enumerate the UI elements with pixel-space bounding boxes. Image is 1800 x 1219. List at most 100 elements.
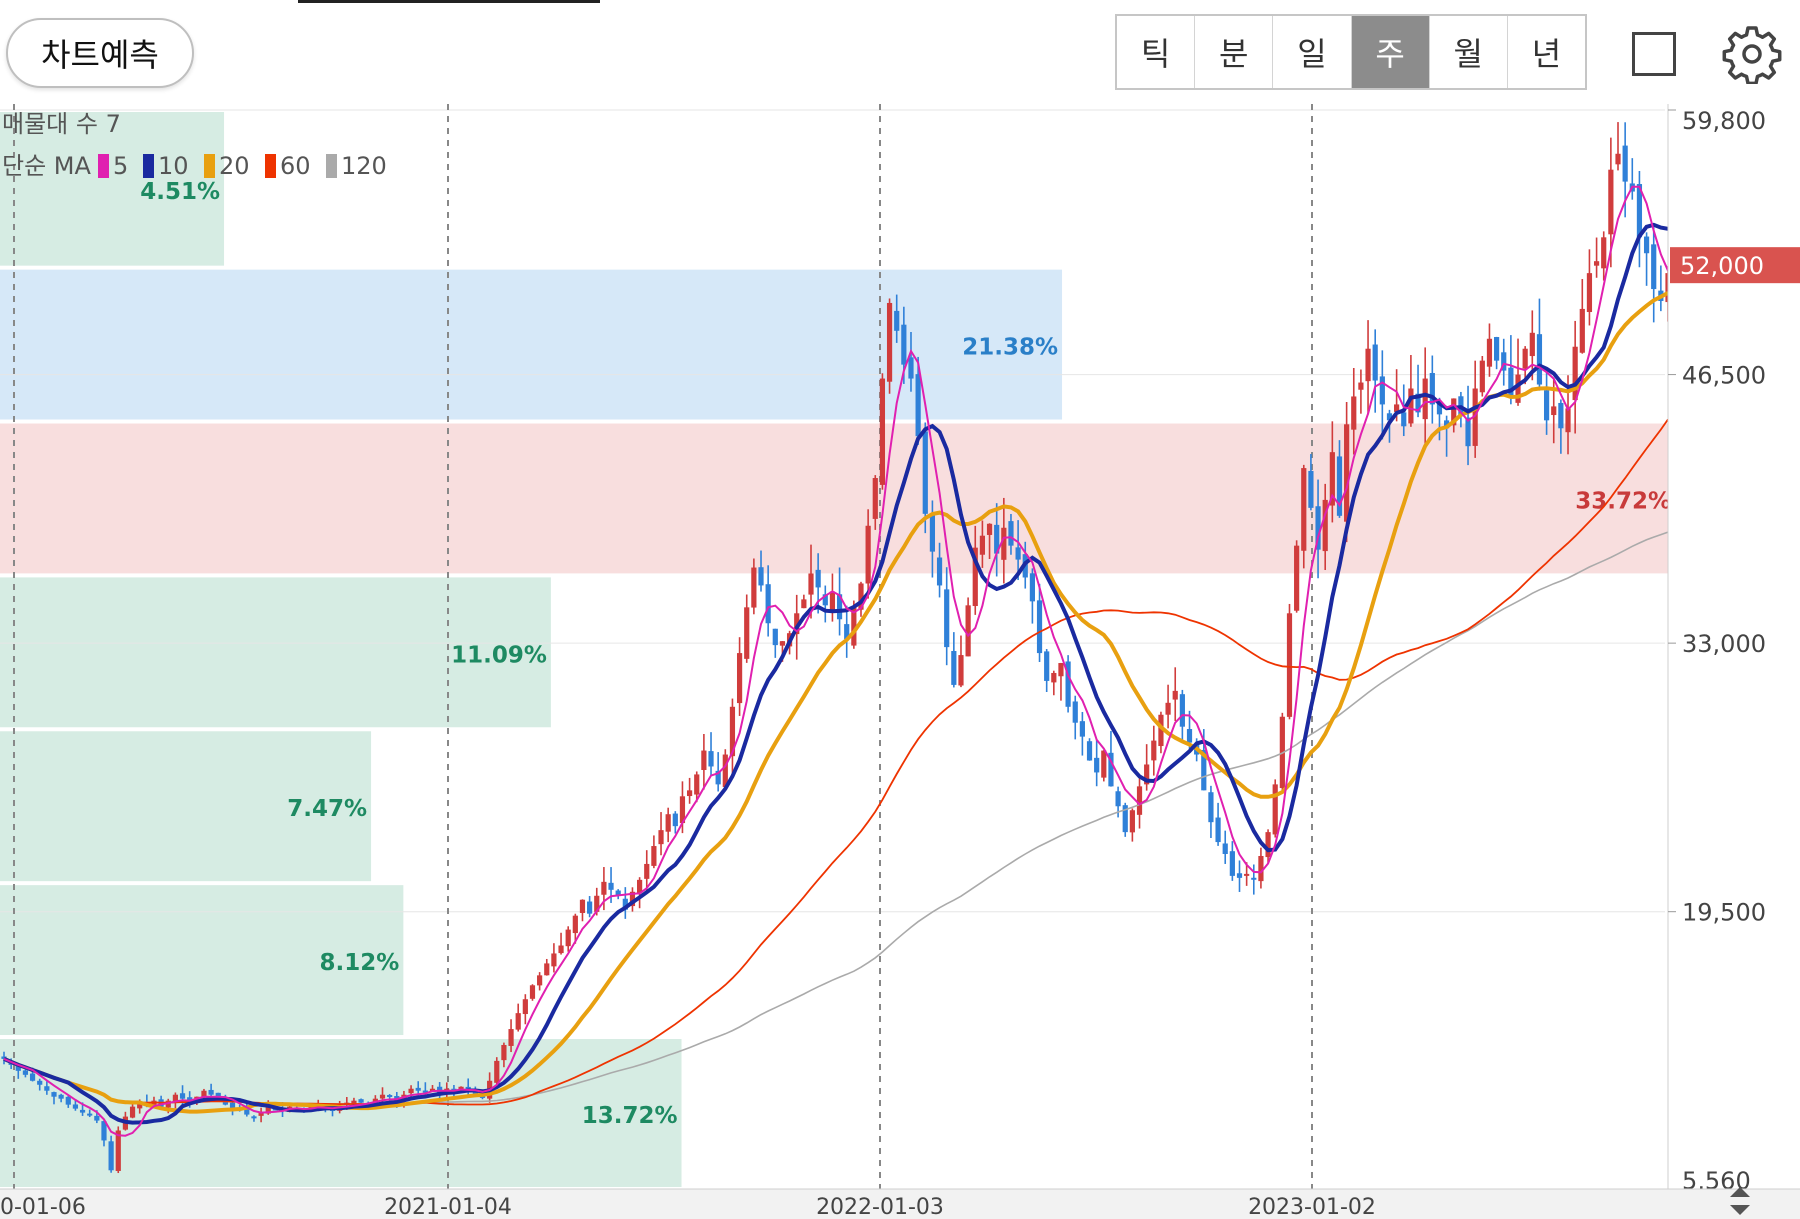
candle-body (1415, 393, 1421, 413)
candle-body (1643, 236, 1650, 254)
stock-chart[interactable]: 4.51%21.38%33.72%11.09%7.47%8.12%13.72% … (0, 104, 1800, 1219)
candle-body (1586, 273, 1593, 313)
candle-body (422, 1090, 428, 1093)
x-axis-panel (0, 1189, 1800, 1219)
candle-body (1144, 764, 1150, 785)
candle-body (1372, 344, 1378, 381)
candle-body (87, 1113, 93, 1116)
candle-body (965, 605, 971, 657)
volume-profile-label: 7.47% (287, 796, 367, 822)
candle-body (201, 1090, 207, 1098)
candle-body (1565, 408, 1571, 433)
candle-body (944, 589, 950, 648)
candle-body (1115, 791, 1121, 807)
fullscreen-square-icon[interactable] (1632, 32, 1676, 76)
candle-body (587, 901, 593, 914)
candle-body (594, 895, 600, 912)
ma-legend-swatch (204, 154, 215, 178)
candle-body (1286, 613, 1293, 717)
candle-body (529, 985, 536, 999)
tab-month[interactable]: 월 (1430, 16, 1508, 88)
candle-body (1579, 308, 1585, 353)
candle-body (1229, 851, 1235, 876)
candle-body (15, 1064, 21, 1071)
candle-body (1444, 420, 1450, 429)
candle-body (836, 594, 843, 620)
scroll-handle-icon[interactable] (1730, 1187, 1750, 1215)
candle-body (1608, 169, 1614, 235)
candle-body (844, 624, 850, 640)
candle-body (22, 1070, 29, 1075)
period-tabs: 틱 분 일 주 월 년 (1115, 14, 1587, 90)
candle-body (986, 523, 993, 535)
volume-profile-bar (0, 885, 404, 1036)
candle-body (1008, 521, 1014, 546)
candle-body (1172, 690, 1178, 700)
ma-legend-label: 120 (341, 152, 387, 180)
candle-body (1529, 332, 1535, 357)
candle-body (744, 607, 750, 659)
tab-tick[interactable]: 틱 (1117, 16, 1196, 88)
candle-body (101, 1121, 107, 1141)
candle-body (679, 796, 686, 824)
volume-profile-bar (0, 577, 551, 728)
candle-body (915, 374, 921, 437)
ma-legend-swatch (265, 154, 276, 178)
candle-body (858, 583, 864, 610)
candle-body (1001, 527, 1007, 560)
x-axis-label: 2023-01-02 (1248, 1195, 1376, 1219)
candle-body (251, 1116, 257, 1119)
candle-body (1101, 750, 1107, 778)
candle-body (108, 1141, 114, 1171)
tab-day[interactable]: 일 (1273, 16, 1352, 88)
candle-body (229, 1102, 236, 1109)
ma-legend-label: 5 (113, 152, 128, 180)
candle-body (1044, 651, 1050, 681)
gear-icon[interactable] (1722, 24, 1782, 86)
candle-body (651, 846, 657, 866)
candle-body (508, 1029, 514, 1046)
candle-body (1472, 388, 1478, 446)
candle-body (265, 1106, 271, 1114)
candle-body (865, 525, 871, 584)
candle-body (1094, 757, 1100, 773)
candle-body (779, 641, 786, 646)
candle-body (1344, 424, 1350, 522)
chart-predict-button[interactable]: 차트예측 (6, 18, 194, 88)
ma-legend-swatch (98, 154, 109, 178)
candle-body (1479, 360, 1485, 393)
candle-body (736, 653, 743, 704)
tab-minute[interactable]: 분 (1195, 16, 1274, 88)
candle-body (1251, 877, 1257, 880)
candle-body (658, 830, 664, 845)
candle-body (1651, 244, 1657, 290)
candle-body (1179, 694, 1185, 727)
candle-body (1401, 412, 1407, 427)
candle-body (851, 607, 857, 646)
candle-body (894, 310, 900, 331)
candle-body (1222, 843, 1228, 855)
candle-body (929, 514, 936, 552)
candle-body (1394, 404, 1400, 412)
ma-legend-swatch (326, 154, 337, 178)
tab-week[interactable]: 주 (1351, 16, 1430, 88)
candle-body (1, 1056, 7, 1059)
volume-profile-legend: 매물대 수 7 (2, 110, 121, 138)
candle-body (515, 1013, 521, 1030)
candle-body (387, 1095, 393, 1098)
volume-profile-bar (0, 423, 1675, 574)
candle-body (415, 1087, 421, 1091)
candle-body (637, 879, 643, 894)
candle-body (551, 953, 557, 967)
candle-body (458, 1086, 464, 1090)
candle-body (1336, 456, 1343, 516)
candle-body (58, 1094, 64, 1099)
candle-body (672, 813, 678, 827)
ma-legend-label: 20 (219, 152, 250, 180)
y-axis-panel (1668, 104, 1800, 1189)
candle-body (565, 929, 571, 947)
tab-year[interactable]: 년 (1531, 35, 1562, 73)
candle-body (951, 651, 957, 685)
candle-body (1508, 367, 1514, 397)
candle-body (1258, 855, 1264, 882)
